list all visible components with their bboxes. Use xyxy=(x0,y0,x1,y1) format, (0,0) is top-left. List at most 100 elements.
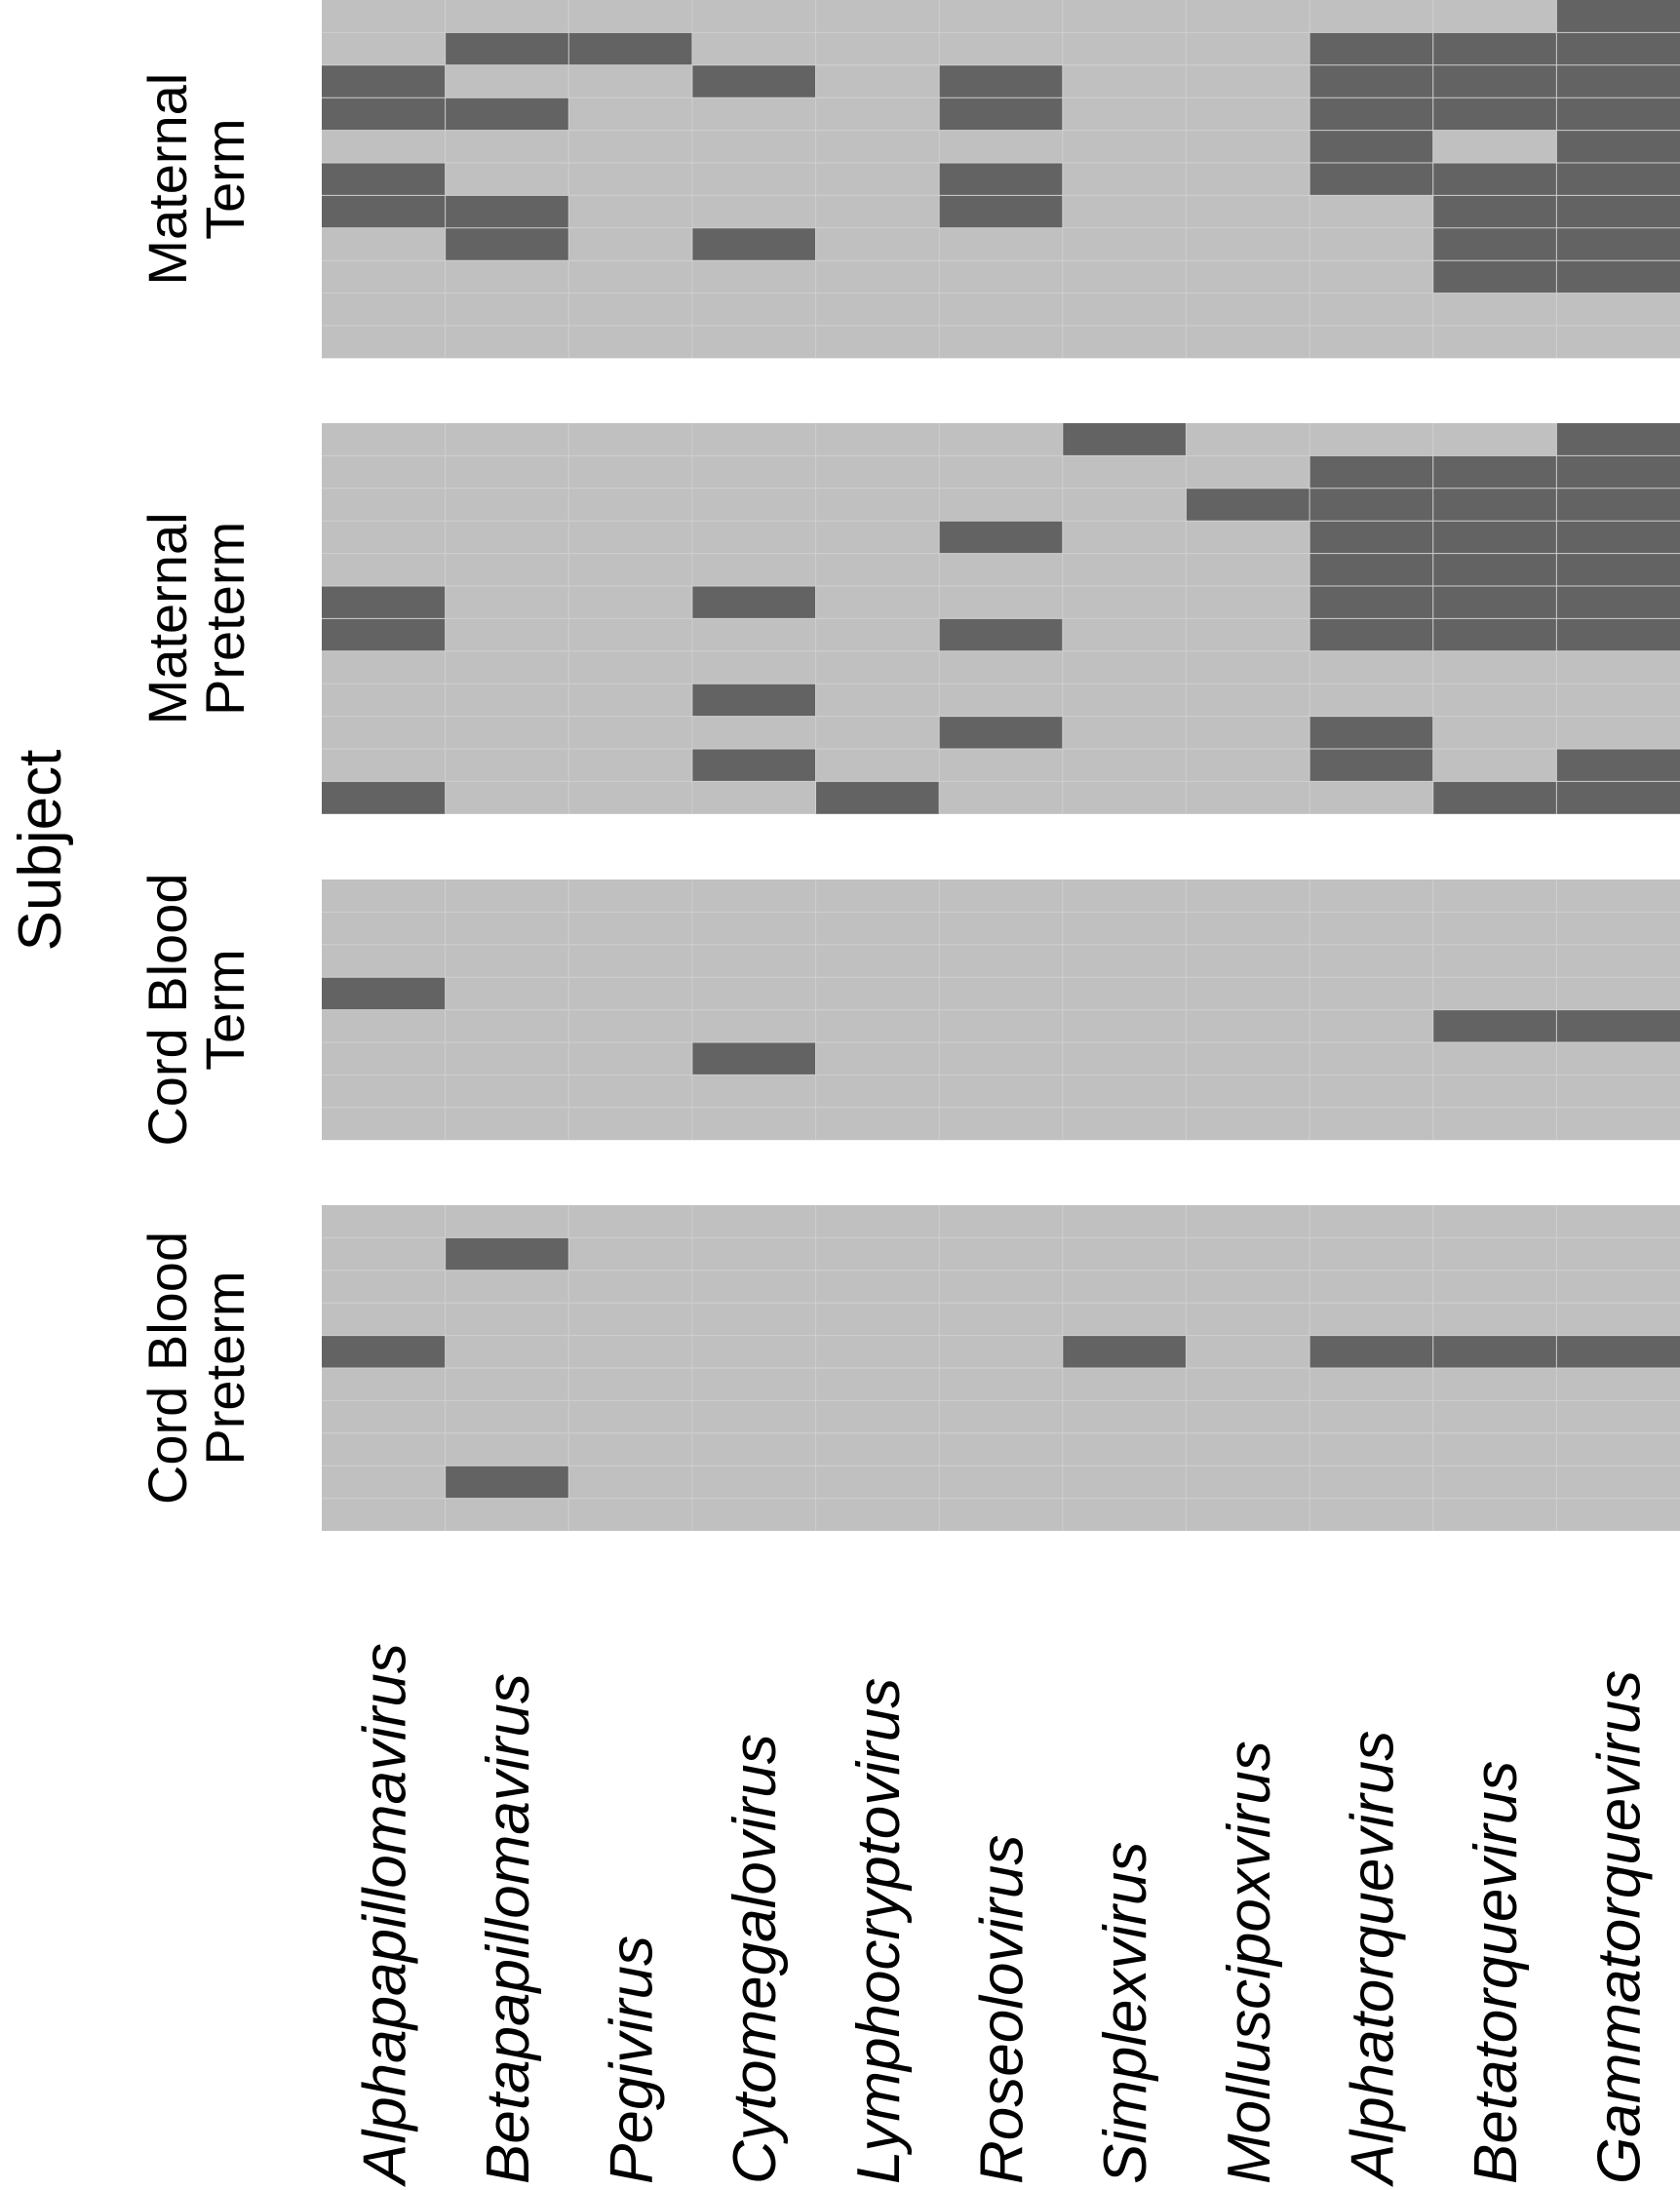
heatmap-cell-absent xyxy=(939,32,1063,65)
heatmap-cell-absent xyxy=(691,553,816,586)
heatmap-cell-absent xyxy=(1062,521,1187,554)
heatmap-cell-absent xyxy=(939,0,1063,33)
column-label: Alphatorquevirus xyxy=(1339,1731,1406,2188)
heatmap-cell-absent xyxy=(691,1303,816,1336)
heatmap-cell-present xyxy=(1556,423,1680,456)
heatmap-cell-absent xyxy=(568,1466,692,1499)
heatmap-cell-present xyxy=(1432,163,1557,196)
heatmap-cell-absent xyxy=(1556,1205,1680,1238)
heatmap-cell-present xyxy=(322,977,446,1010)
column-label: Gammatorquevirus xyxy=(1586,1670,1654,2184)
heatmap-cell-absent xyxy=(1062,944,1187,978)
heatmap-cell-absent xyxy=(1556,1303,1680,1336)
heatmap-cell-absent xyxy=(939,1368,1063,1401)
heatmap-cell-absent xyxy=(815,1075,940,1108)
heatmap-cell-absent xyxy=(322,650,446,684)
heatmap-cell-absent xyxy=(691,326,816,359)
heatmap-cell-absent xyxy=(1062,293,1187,326)
heatmap-cell-present xyxy=(1432,32,1557,65)
heatmap-cell-absent xyxy=(322,1303,446,1336)
heatmap-cell-absent xyxy=(1186,98,1310,131)
heatmap-cell-absent xyxy=(1186,326,1310,359)
heatmap-cell-absent xyxy=(815,64,940,98)
heatmap-cell-absent xyxy=(568,1270,692,1304)
heatmap-cell-absent xyxy=(815,98,940,131)
panel-label: MaternalPreterm xyxy=(137,512,255,724)
heatmap-cell-absent xyxy=(1062,455,1187,489)
heatmap-cell-absent xyxy=(445,880,569,913)
heatmap-cell-absent xyxy=(322,716,446,749)
heatmap-cell-absent xyxy=(815,32,940,65)
heatmap-panel: Cord BloodTerm xyxy=(137,874,1680,1147)
heatmap-cell-present xyxy=(1309,130,1433,163)
heatmap-cell-absent xyxy=(322,1042,446,1075)
heatmap-cell-absent xyxy=(815,880,940,913)
heatmap-cell-present xyxy=(691,1042,816,1075)
heatmap-cell-absent xyxy=(939,1303,1063,1336)
heatmap-cell-absent xyxy=(691,1335,816,1368)
heatmap-cell-absent xyxy=(1556,293,1680,326)
heatmap-cell-absent xyxy=(568,716,692,749)
panel-label-line: Term xyxy=(194,118,255,239)
heatmap-cell-absent xyxy=(939,1237,1063,1271)
heatmap-cell-absent xyxy=(1186,1498,1310,1531)
heatmap-cell-absent xyxy=(1309,1303,1433,1336)
heatmap-cell-absent xyxy=(1186,163,1310,196)
heatmap-cell-absent xyxy=(691,650,816,684)
heatmap-cell-absent xyxy=(445,64,569,98)
heatmap-cell-absent xyxy=(1062,326,1187,359)
heatmap-cell-absent xyxy=(1432,326,1557,359)
heatmap-cell-absent xyxy=(568,1368,692,1401)
heatmap-cell-absent xyxy=(1432,749,1557,782)
heatmap-cell-absent xyxy=(568,326,692,359)
heatmap-cell-absent xyxy=(1062,227,1187,261)
heatmap-cell-absent xyxy=(691,260,816,293)
heatmap-cell-absent xyxy=(445,977,569,1010)
heatmap-cell-absent xyxy=(1432,1042,1557,1075)
heatmap-cell-absent xyxy=(815,1303,940,1336)
panel-label: MaternalTerm xyxy=(137,73,255,286)
heatmap-cell-absent xyxy=(1186,781,1310,814)
heatmap-cell-absent xyxy=(445,1432,569,1467)
column-label: Alphapapillomavirus xyxy=(351,1643,418,2188)
heatmap-cell-present xyxy=(1432,98,1557,131)
heatmap-cell-present xyxy=(1556,586,1680,619)
heatmap-cell-absent xyxy=(568,781,692,814)
heatmap-cell-absent xyxy=(568,1498,692,1531)
heatmap-cell-absent xyxy=(691,521,816,554)
heatmap-cell-absent xyxy=(1309,1432,1433,1467)
heatmap-cell-absent xyxy=(568,423,692,456)
heatmap-cell-absent xyxy=(568,130,692,163)
heatmap-cell-absent xyxy=(1556,1498,1680,1531)
heatmap-cell-absent xyxy=(445,130,569,163)
heatmap-cell-absent xyxy=(322,521,446,554)
heatmap-cell-absent xyxy=(1186,618,1310,651)
heatmap-cell-absent xyxy=(691,1270,816,1304)
heatmap-cell-absent xyxy=(445,684,569,717)
heatmap-cell-absent xyxy=(568,455,692,489)
heatmap-cell-present xyxy=(322,195,446,228)
heatmap-cell-present xyxy=(445,227,569,261)
heatmap-cell-absent xyxy=(939,586,1063,619)
heatmap-cell-absent xyxy=(1556,880,1680,913)
heatmap-cell-absent xyxy=(445,0,569,33)
heatmap-cell-present xyxy=(322,618,446,651)
heatmap-cell-absent xyxy=(568,195,692,228)
heatmap-cell-present xyxy=(1309,553,1433,586)
heatmap-cell-absent xyxy=(1186,586,1310,619)
heatmap-cell-absent xyxy=(1062,618,1187,651)
heatmap-cell-absent xyxy=(1062,781,1187,814)
heatmap-cell-absent xyxy=(1062,32,1187,65)
heatmap-cell-absent xyxy=(691,1237,816,1271)
heatmap-cell-absent xyxy=(1186,944,1310,978)
heatmap-cell-present xyxy=(1309,749,1433,782)
heatmap-cell-absent xyxy=(939,488,1063,522)
heatmap-cell-absent xyxy=(815,1498,940,1531)
heatmap-cell-absent xyxy=(939,423,1063,456)
heatmap-cell-absent xyxy=(815,1368,940,1401)
heatmap-cell-absent xyxy=(691,1075,816,1108)
heatmap-cell-present xyxy=(939,716,1063,749)
heatmap-cell-absent xyxy=(1186,1237,1310,1271)
heatmap-cell-absent xyxy=(815,1400,940,1433)
heatmap-cell-present xyxy=(1309,163,1433,196)
